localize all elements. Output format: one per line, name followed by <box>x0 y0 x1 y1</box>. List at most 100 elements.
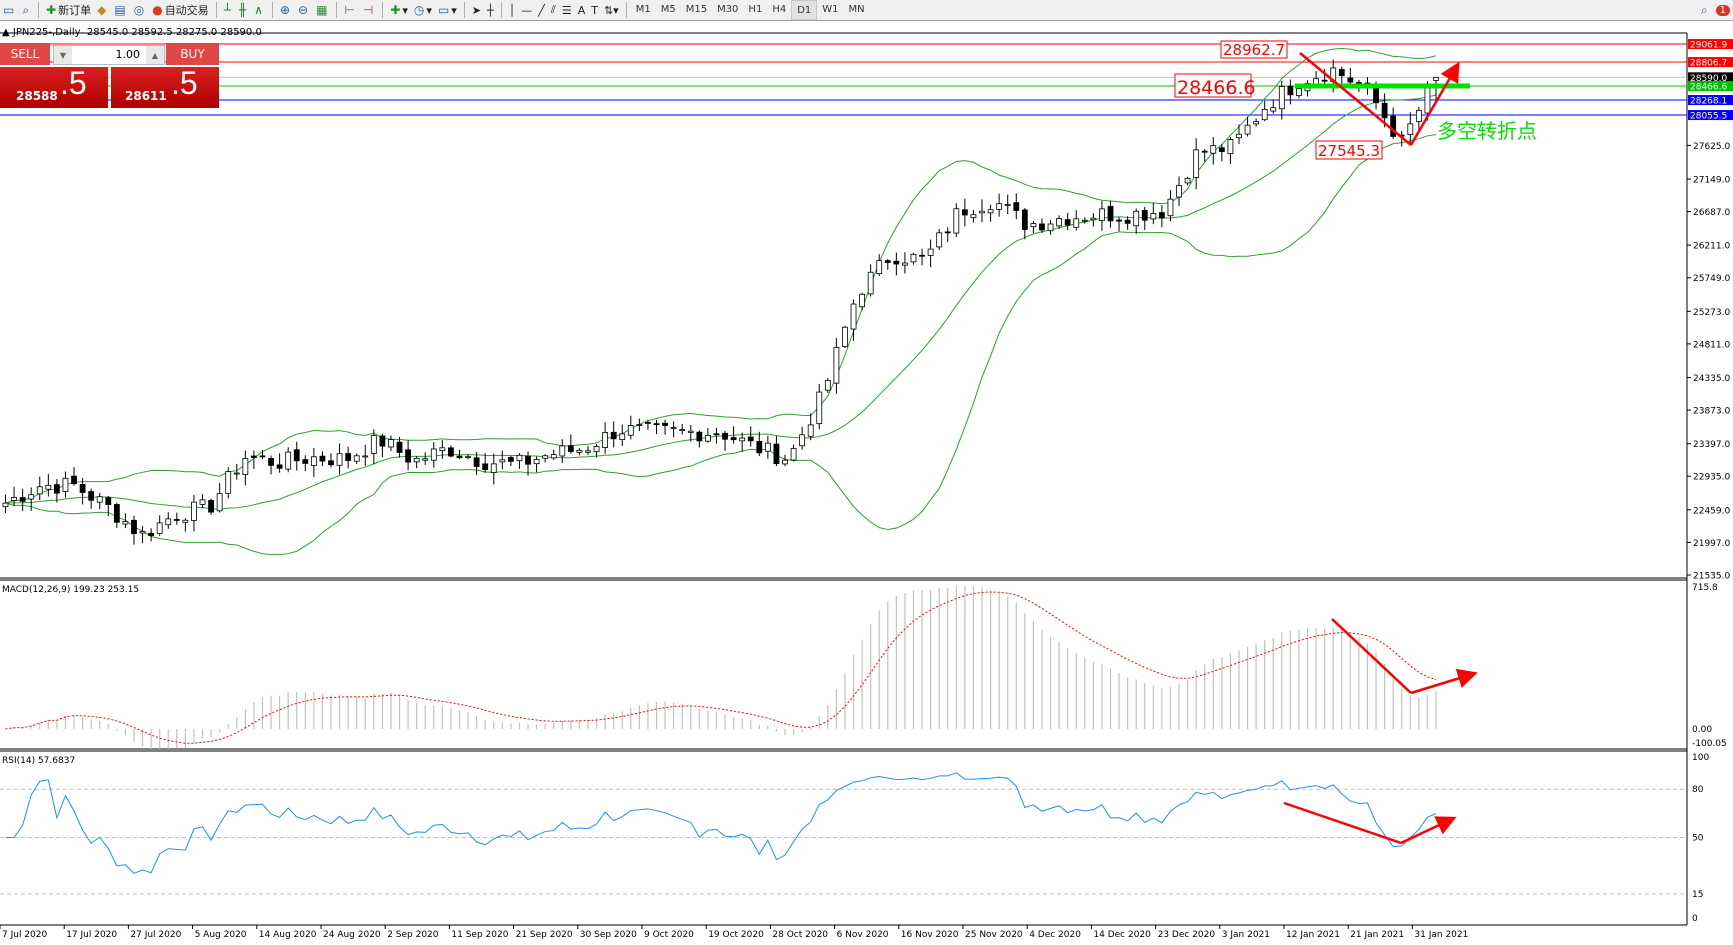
candle <box>1270 99 1277 114</box>
channel-icon: ⫽ <box>550 3 556 16</box>
text-label-button[interactable]: T <box>588 1 601 19</box>
candle-body <box>1338 69 1345 77</box>
price-tick-label: 22459.0 <box>1693 506 1730 516</box>
tile-windows-button[interactable]: ▦ <box>313 1 332 19</box>
timeframe-mn[interactable]: MN <box>848 3 865 15</box>
candle-body <box>285 451 292 470</box>
buy-button[interactable]: BUY <box>166 43 219 65</box>
crosshair-button[interactable]: ┼ <box>484 1 497 19</box>
timeframe-d1[interactable]: D1 <box>791 0 818 20</box>
auto-scroll-button[interactable]: ⊢ <box>341 1 359 19</box>
candle-body <box>867 271 874 295</box>
candle-body <box>1210 145 1217 154</box>
terminal-button[interactable]: ▤ <box>111 1 130 19</box>
trendline-icon: ╱ <box>538 3 545 17</box>
candle <box>148 528 155 542</box>
templates-button[interactable]: ▭ ▾ <box>437 3 457 17</box>
new-chart-button[interactable]: ▭ <box>0 1 19 19</box>
candle-chart-button[interactable]: ╫ <box>236 1 251 19</box>
rsi-arrow-up-arrow <box>1400 816 1457 845</box>
sell-price-button[interactable]: 28588 .5 <box>0 65 108 108</box>
notifications-button[interactable]: 1 <box>1713 1 1733 19</box>
candle-body <box>859 293 865 308</box>
candle <box>79 478 86 505</box>
date-label: 2 Sep 2020 <box>387 930 439 940</box>
candle <box>782 454 788 467</box>
vertical-line-button[interactable]: │ <box>506 1 519 19</box>
text-button[interactable]: A <box>575 1 589 19</box>
sell-button[interactable]: SELL <box>0 43 50 65</box>
candle-body <box>482 463 489 471</box>
indicators-button[interactable]: ✚ ▾ <box>390 3 408 17</box>
candle-body <box>1099 208 1105 221</box>
channel-button[interactable]: ⫽ <box>548 1 559 19</box>
candle <box>1210 137 1217 165</box>
candle <box>482 453 489 473</box>
candle <box>627 415 634 440</box>
date-label: 12 Jan 2021 <box>1286 930 1340 940</box>
candle-body <box>19 497 26 502</box>
candle-body <box>11 497 17 501</box>
candle <box>1090 213 1097 227</box>
cursor-button[interactable]: ➤ <box>469 1 484 19</box>
timeframe-m5[interactable]: M5 <box>660 3 676 15</box>
candle <box>62 471 69 498</box>
signals-button[interactable]: ◎ <box>131 1 149 19</box>
date-label: 5 Aug 2020 <box>195 930 247 940</box>
candle-body <box>1124 219 1131 224</box>
price-tick-label: 25273.0 <box>1693 308 1730 318</box>
candle <box>602 422 609 454</box>
trendline-button[interactable]: ╱ <box>535 1 548 19</box>
fibonacci-button[interactable]: ☰ <box>559 1 575 19</box>
candle-icon: ╫ <box>238 3 247 17</box>
line-chart-button[interactable]: ∧ <box>251 1 268 19</box>
search-button[interactable]: ⌕ <box>1698 1 1713 19</box>
horizontal-line-button[interactable]: — <box>518 1 535 19</box>
lot-increase-button[interactable]: ▲ <box>146 46 164 64</box>
periods-button[interactable]: ◷ ▾ <box>413 3 432 17</box>
candle-body <box>1287 85 1294 96</box>
level-tag <box>1688 95 1733 106</box>
candle <box>919 248 925 266</box>
zoom-chart-button[interactable]: ⌕ <box>19 1 34 19</box>
bar-chart-button[interactable]: ┴ <box>221 1 236 19</box>
candle-body <box>687 430 694 433</box>
candle <box>816 383 823 430</box>
candle <box>722 430 728 451</box>
candle-body <box>1004 204 1011 206</box>
candle <box>1039 218 1045 233</box>
auto-trading-button[interactable]: ● 自动交易 <box>149 1 211 19</box>
new-order-button[interactable]: ✚ 新订单 <box>43 1 94 19</box>
zoom-in-button[interactable]: ⊕ <box>277 1 295 19</box>
chart-shift-button[interactable]: ⊣ <box>360 1 378 19</box>
candle <box>662 419 668 435</box>
navigator-button[interactable]: ◆ <box>94 1 111 19</box>
level-tag <box>1688 57 1733 68</box>
lot-size-field[interactable]: ▼ 1.00 ▲ <box>53 45 165 65</box>
candle <box>1030 220 1037 234</box>
timeframe-m15[interactable]: M15 <box>685 3 708 15</box>
candle-body <box>850 303 857 330</box>
candle <box>165 512 172 529</box>
macd-arrow-down <box>1331 618 1412 694</box>
timeframe-h4[interactable]: H4 <box>772 3 787 15</box>
candle-body <box>96 496 103 503</box>
candle <box>139 525 146 544</box>
bar-chart-icon: ┴ <box>223 3 231 17</box>
candle-body <box>173 519 180 521</box>
timeframe-m30[interactable]: M30 <box>717 3 739 15</box>
candle-body <box>88 491 95 501</box>
timeframe-m1[interactable]: M1 <box>635 3 651 15</box>
timeframe-w1[interactable]: W1 <box>822 3 839 15</box>
candle-body <box>465 456 471 459</box>
timeframe-h1[interactable]: H1 <box>748 3 763 15</box>
buy-price-button[interactable]: 28611 .5 <box>111 65 219 108</box>
date-label: 28 Oct 2020 <box>772 930 828 940</box>
zoom-out-button[interactable]: ⊖ <box>295 1 313 19</box>
price-tick-label: 25749.0 <box>1693 274 1730 284</box>
arrows-button[interactable]: ⇅ ▾ <box>603 3 619 17</box>
date-label: 19 Oct 2020 <box>708 930 764 940</box>
candle-body <box>1218 147 1225 152</box>
lot-decrease-button[interactable]: ▼ <box>54 46 72 64</box>
